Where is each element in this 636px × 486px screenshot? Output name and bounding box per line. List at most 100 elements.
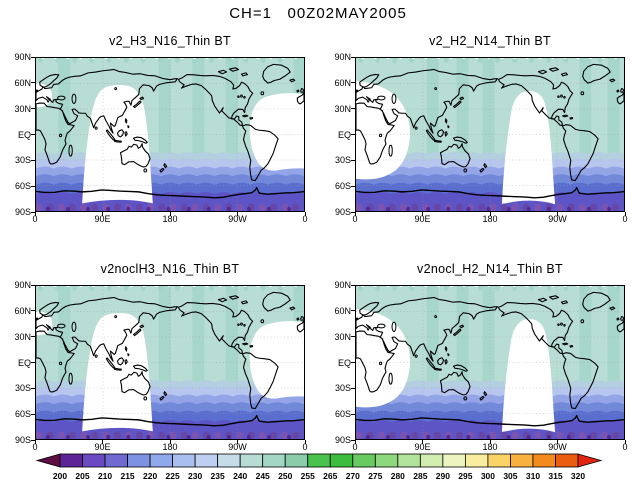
swath-stripe [192,58,205,211]
lat-tick [351,82,355,84]
colorbar-label: 245 [256,471,270,481]
colorbar-label: 290 [436,471,450,481]
lat-tick-label: 90N [14,52,31,62]
island-or-lake-outline [379,362,381,365]
polar-coverage-scallop [388,203,397,211]
lat-tick [351,185,355,187]
no-data-swath-gap [501,91,556,205]
colorbar-segment [59,453,83,468]
polar-coverage-scallop [258,203,266,211]
polar-coverage-scallop [36,203,43,211]
colorbar-label: 315 [548,471,562,481]
lat-tick-label: 90S [14,207,31,217]
antarctica-coastline [356,416,624,426]
map-panel [35,285,305,440]
polar-coverage-scallop [91,203,99,211]
lon-tick [102,212,103,216]
polar-coverage-scallop [589,431,598,439]
colorbar-label: 205 [75,471,89,481]
colorbar-label: 265 [323,471,337,481]
swath-stripe [192,286,205,439]
polar-coverage-scallop [534,431,542,439]
lon-tick [237,440,238,444]
lat-tick [31,56,35,58]
panel-title-top-right: v2_H2_N14_Thin BT [429,34,551,48]
colorbar: 200 205 210 215 220 225 230 235 240 245 250 255 265 2… [0,451,636,485]
colorbar-svg: 200 205 210 215 220 225 230 235 240 245 250 255 265 2… [35,453,603,481]
polar-coverage-scallop [281,431,289,439]
colorbar-segment [149,453,174,468]
colorbar-label: 240 [233,471,247,481]
polar-coverage-scallop [236,431,244,439]
swath-stripe [426,58,439,211]
polar-coverage-scallop [113,431,121,439]
polar-coverage-scallop [57,431,65,439]
island-or-lake-outline [238,324,239,326]
lon-tick [489,440,491,444]
island-or-lake-outline [69,373,72,384]
island-or-lake-outline [378,324,385,328]
polar-coverage-scallop [411,203,419,211]
lat-tick-label: 30S [334,383,351,394]
polar-coverage-scallop [80,203,88,211]
lon-tick [304,440,306,444]
lon-tick-label: 90W [548,442,567,452]
lat-tick-label: 60S [334,409,351,420]
polar-coverage-scallop [556,203,564,211]
colorbar-label: 280 [391,471,405,481]
polar-coverage-scallop [500,431,508,439]
colorbar-label: 230 [188,471,202,481]
polar-coverage-scallop [57,203,65,211]
colorbar-segment [329,453,354,468]
lat-tick [31,310,35,312]
island-or-lake-outline [244,96,245,98]
lat-tick [351,211,355,213]
colorbar-segment [464,453,489,468]
lat-tick-label: 60S [14,181,31,192]
lon-tick [489,212,491,216]
lat-tick [31,108,35,110]
island-or-lake-outline [261,320,264,323]
island-or-lake-outline [115,88,117,90]
lat-tick-label: 30S [14,155,31,166]
lon-tick-label: 0 [302,442,308,452]
lat-tick [31,336,35,338]
island-or-lake-outline [581,92,584,95]
swath-stripe [607,286,620,439]
lon-tick-label: 180 [482,442,498,452]
lat-tick-label: 30S [14,383,31,394]
lon-tick [102,440,103,444]
lat-tick [351,362,355,363]
polar-coverage-scallop [388,431,397,439]
swath-stripe [607,58,620,211]
lat-tick [31,362,35,363]
lon-tick [304,212,306,216]
polar-coverage-scallop [489,431,497,439]
lat-tick [351,439,355,441]
island-or-lake-outline [392,94,396,103]
antarctica-coastline [36,188,304,198]
lon-tick-label: 90E [414,214,431,224]
swath-stripe [579,286,592,439]
lat-tick [31,413,35,415]
lon-tick [34,212,36,216]
colorbar-label: 295 [458,471,472,481]
lat-tick-label: 60S [14,409,31,420]
lon-tick [354,440,356,444]
lat-tick-label: EQ [17,357,31,368]
polar-coverage-scallop [191,431,199,439]
colorbar-segment [307,453,331,468]
swath-stripe [579,58,592,211]
map-panel [35,57,305,212]
island-or-lake-outline [69,145,72,156]
panel-title-top-left: v2_H3_N16_Thin BT [109,34,231,48]
lon-tick-label: 180 [482,214,498,224]
colorbar-label: 300 [481,471,495,481]
lon-tick [422,440,423,444]
map-svg [36,286,304,439]
polar-coverage-scallop [400,431,408,439]
lat-tick [31,82,35,84]
polar-coverage-scallop [258,431,266,439]
swath-stripe [158,286,171,439]
